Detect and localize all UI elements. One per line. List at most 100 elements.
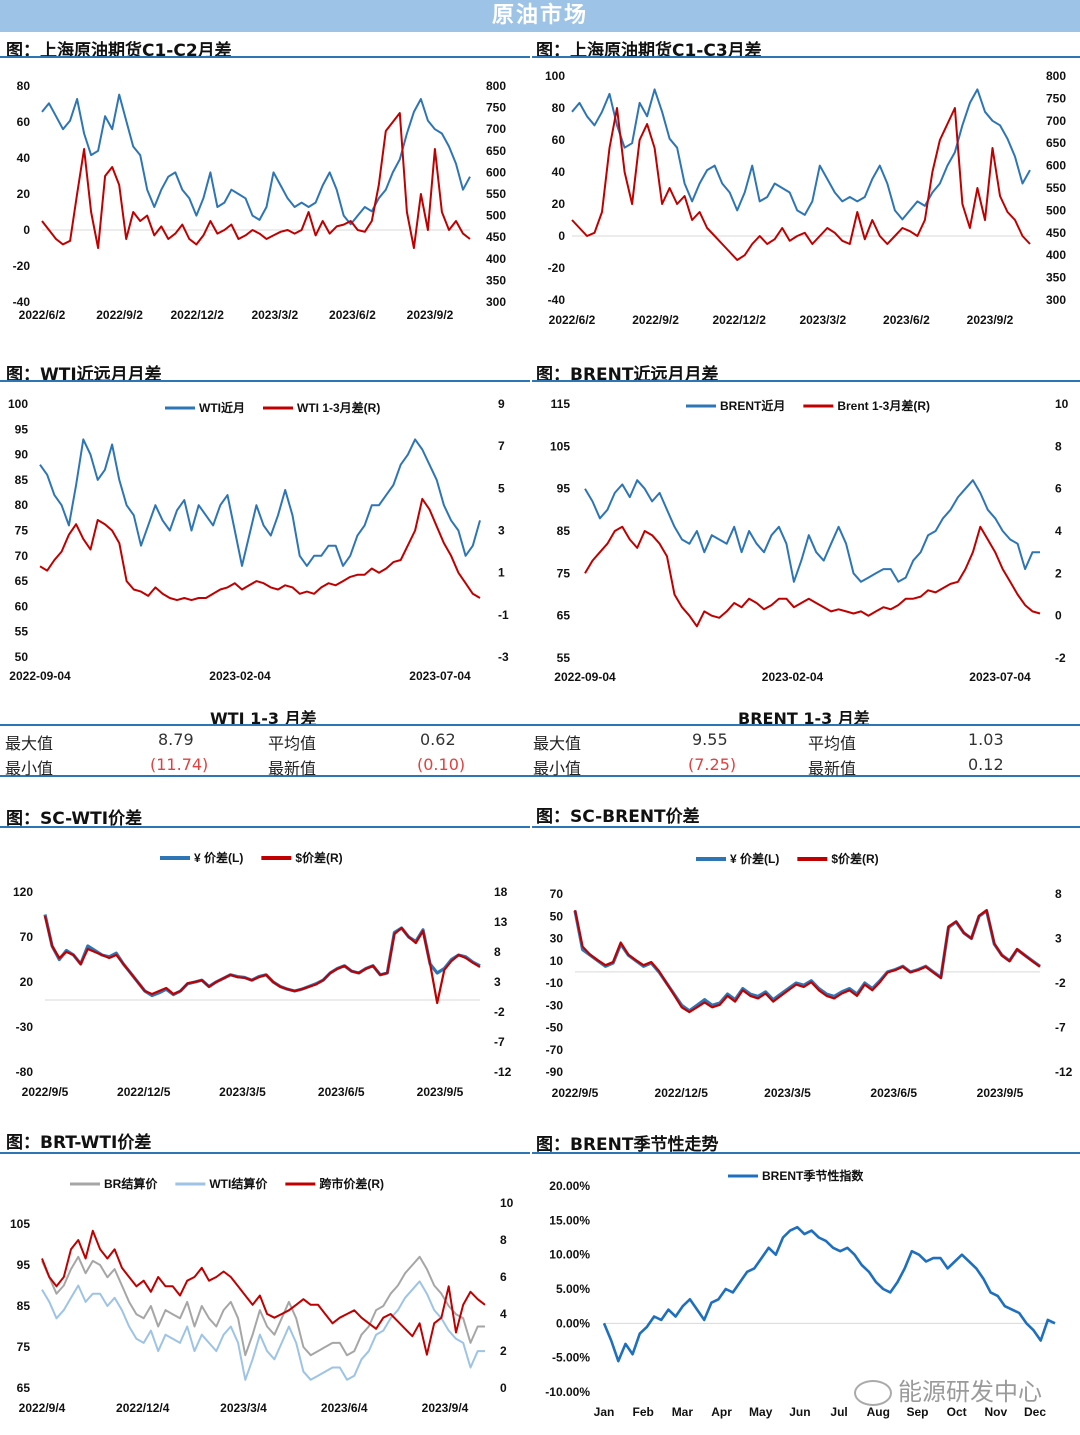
x-tick-label: 2023-02-04 [762, 670, 824, 684]
series-line-0 [41, 93, 471, 226]
left-tick-label: 100 [545, 69, 565, 83]
series-line-0 [571, 88, 1031, 221]
x-tick-label: 2023/6/5 [870, 1086, 917, 1100]
left-tick-label: 65 [15, 574, 29, 588]
left-tick-label: -10.00% [545, 1385, 590, 1399]
stats-table-wti: 最大值 8.79 平均值 0.62 最小值 (11.74) 最新值 (0.10) [0, 730, 530, 778]
right-tick-label: 350 [1046, 271, 1066, 285]
series-line-1 [584, 525, 1041, 628]
left-tick-label: 105 [10, 1217, 30, 1231]
left-tick-label: 40 [17, 151, 31, 165]
series-line-1 [39, 497, 481, 602]
left-tick-label: -50 [546, 1021, 564, 1035]
wechat-icon [854, 1380, 892, 1406]
legend-label: BRENT季节性指数 [762, 1168, 864, 1183]
rule [0, 826, 530, 828]
x-tick-label: 2023/9/4 [422, 1401, 469, 1415]
left-tick-label: -80 [16, 1065, 34, 1079]
right-tick-label: 6 [500, 1270, 507, 1284]
legend-label: WTI结算价 [209, 1176, 268, 1191]
left-tick-label: 5.00% [556, 1282, 590, 1296]
left-tick-label: 65 [17, 1381, 31, 1395]
stats-avg-value: 0.62 [420, 730, 456, 749]
rule [532, 826, 1080, 828]
right-tick-label: 10 [500, 1196, 514, 1210]
left-tick-label: 0.00% [556, 1316, 590, 1330]
left-tick-label: 80 [552, 101, 566, 115]
left-tick-label: 70 [15, 549, 29, 563]
x-tick-label: Mar [672, 1405, 694, 1419]
x-tick-label: 2022/9/2 [632, 313, 679, 327]
right-tick-label: -2 [494, 1005, 505, 1019]
right-tick-label: -7 [494, 1035, 505, 1049]
x-tick-label: Apr [711, 1405, 732, 1419]
x-tick-label: Sep [906, 1405, 928, 1419]
right-tick-label: 700 [486, 122, 506, 136]
stats-min-value: (7.25) [688, 755, 737, 774]
right-tick-label: 4 [1055, 524, 1062, 538]
x-tick-label: Oct [947, 1405, 967, 1419]
right-tick-label: -3 [498, 650, 509, 664]
rule [0, 380, 530, 382]
stats-latest-label: 最新值 [268, 759, 317, 778]
right-tick-label: 2 [1055, 566, 1062, 580]
right-tick-label: 350 [486, 273, 506, 287]
x-tick-label: Dec [1024, 1405, 1046, 1419]
series-line-0 [39, 438, 481, 567]
right-tick-label: 4 [500, 1307, 507, 1321]
chart-title-scwti: 图：SC-WTI价差 [6, 809, 143, 829]
stats-latest-value: (0.10) [417, 755, 466, 774]
left-tick-label: 10.00% [549, 1248, 590, 1262]
right-tick-label: -1 [498, 608, 509, 622]
left-tick-label: 30 [550, 932, 564, 946]
right-tick-label: 400 [1046, 248, 1066, 262]
x-tick-label: 2023/9/2 [967, 313, 1014, 327]
left-tick-label: 75 [15, 524, 29, 538]
x-tick-label: 2023-07-04 [969, 670, 1031, 684]
x-tick-label: 2023/9/5 [977, 1086, 1024, 1100]
right-tick-label: 3 [494, 975, 501, 989]
x-tick-label: 2022/12/5 [117, 1085, 171, 1099]
left-tick-label: 75 [557, 566, 571, 580]
right-tick-label: 600 [1046, 159, 1066, 173]
x-tick-label: 2022/9/2 [96, 308, 143, 322]
right-tick-label: 400 [486, 252, 506, 266]
legend-label: 跨市价差(R) [319, 1176, 384, 1191]
x-tick-label: 2023/6/4 [321, 1401, 368, 1415]
left-tick-label: 80 [17, 79, 31, 93]
right-tick-label: 3 [1055, 932, 1062, 946]
left-tick-label: 55 [15, 625, 29, 639]
left-tick-label: 85 [557, 524, 571, 538]
x-tick-label: Jan [594, 1405, 615, 1419]
series-line-1 [41, 1280, 485, 1381]
left-tick-label: 0 [23, 223, 30, 237]
right-tick-label: 8 [1055, 887, 1062, 901]
watermark: 能源研发中心 [854, 1372, 1042, 1407]
x-tick-label: 2022/6/2 [19, 308, 66, 322]
rule [0, 56, 530, 58]
rule [532, 56, 1080, 58]
x-tick-label: 2023/3/5 [764, 1086, 811, 1100]
left-tick-label: -20 [13, 259, 31, 273]
x-tick-label: 2023/6/2 [883, 313, 930, 327]
right-tick-label: 750 [1046, 91, 1066, 105]
legend-label: WTI近月 [199, 400, 245, 415]
left-tick-label: 55 [557, 651, 571, 665]
left-tick-label: 80 [15, 498, 29, 512]
right-tick-label: 1 [498, 566, 505, 580]
legend-label: Brent 1-3月差(R) [837, 398, 930, 413]
left-tick-label: -30 [16, 1020, 34, 1034]
series-line-1 [43, 915, 481, 1005]
right-tick-label: 500 [486, 209, 506, 223]
right-tick-label: 2 [500, 1344, 507, 1358]
right-tick-label: 8 [500, 1233, 507, 1247]
stats-latest-label: 最新值 [808, 759, 857, 778]
stats-rule-top [0, 724, 1080, 726]
left-tick-label: -10 [546, 976, 564, 990]
x-tick-label: 2022/12/5 [655, 1086, 709, 1100]
stats-min-value: (11.74) [150, 755, 209, 774]
left-tick-label: -70 [546, 1043, 564, 1057]
stats-min-label: 最小值 [533, 759, 582, 778]
stats-avg-label: 平均值 [268, 734, 317, 753]
x-tick-label: Aug [867, 1405, 890, 1419]
